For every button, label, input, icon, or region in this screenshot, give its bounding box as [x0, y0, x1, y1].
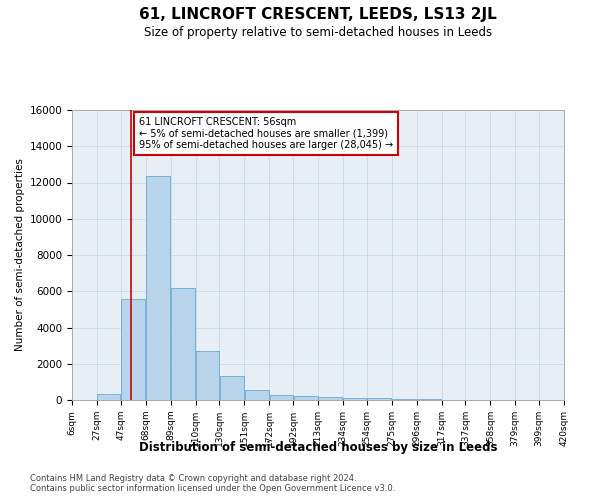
Bar [146, 176, 170, 400]
Text: 61 LINCROFT CRESCENT: 56sqm
← 5% of semi-detached houses are smaller (1,399)
95%: 61 LINCROFT CRESCENT: 56sqm ← 5% of semi… [139, 117, 392, 150]
Text: Size of property relative to semi-detached houses in Leeds: Size of property relative to semi-detach… [144, 26, 492, 39]
Bar [392, 399, 416, 400]
Bar [343, 398, 366, 400]
Text: Contains public sector information licensed under the Open Government Licence v3: Contains public sector information licen… [30, 484, 395, 493]
Bar [220, 376, 244, 400]
Text: Distribution of semi-detached houses by size in Leeds: Distribution of semi-detached houses by … [139, 441, 497, 454]
Bar [270, 394, 293, 400]
Bar [171, 288, 195, 400]
Bar [293, 396, 317, 400]
Bar [97, 394, 120, 400]
Bar [196, 351, 219, 400]
Y-axis label: Number of semi-detached properties: Number of semi-detached properties [16, 158, 25, 352]
Bar [121, 300, 145, 400]
Text: 61, LINCROFT CRESCENT, LEEDS, LS13 2JL: 61, LINCROFT CRESCENT, LEEDS, LS13 2JL [139, 8, 497, 22]
Bar [319, 397, 343, 400]
Text: Contains HM Land Registry data © Crown copyright and database right 2024.: Contains HM Land Registry data © Crown c… [30, 474, 356, 483]
Bar [245, 390, 269, 400]
Bar [367, 398, 391, 400]
